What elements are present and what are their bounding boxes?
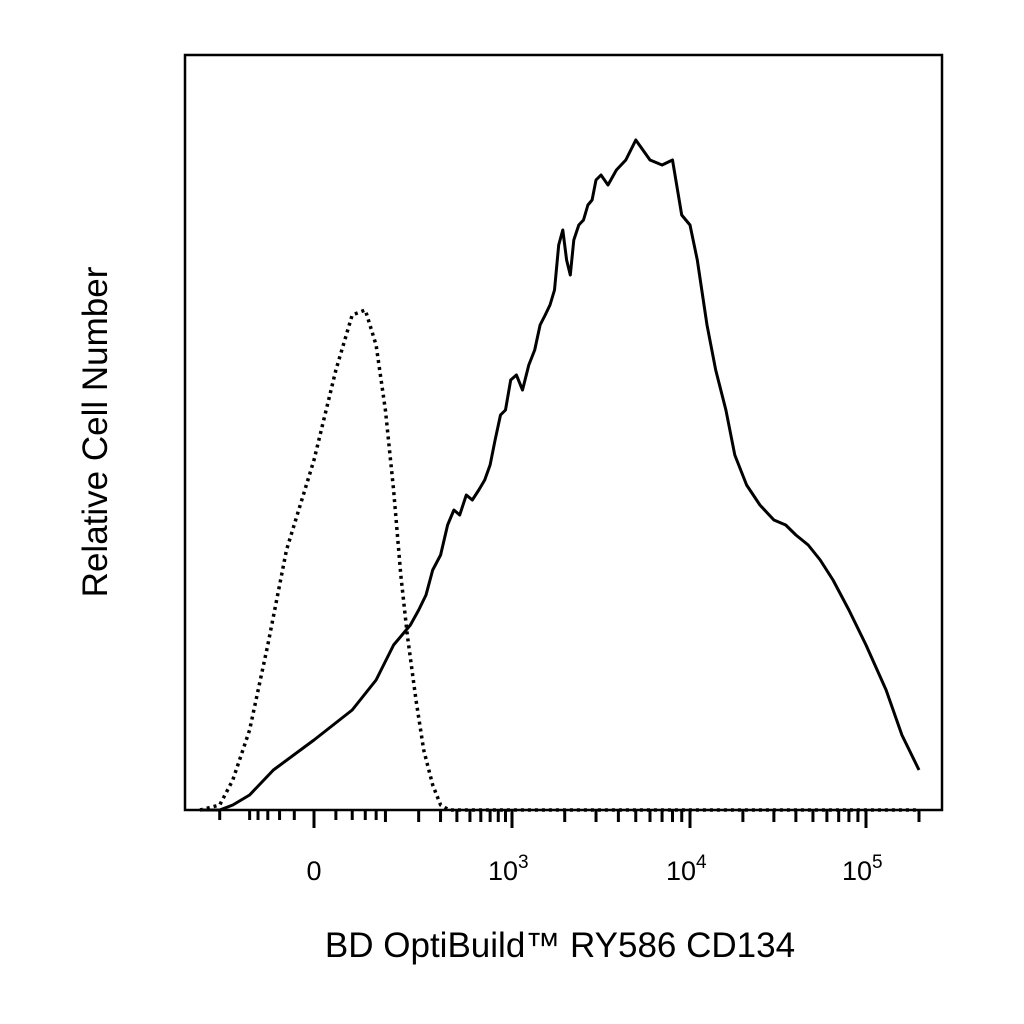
series-line-stained (200, 138, 921, 812)
x-axis-tick-labels: 0 103 104 105 (306, 852, 882, 886)
x-tick-label: 104 (666, 852, 707, 886)
x-tick-label: 0 (306, 856, 321, 886)
x-axis-ticks (218, 810, 921, 828)
plot-layer (199, 138, 921, 812)
x-axis-label: BD OptiBuild™ RY586 CD134 (325, 926, 795, 965)
y-axis-label: Relative Cell Number (76, 266, 115, 597)
x-tick-label: 103 (488, 852, 529, 886)
series-line-isotype-control (199, 308, 919, 812)
plot-frame (183, 53, 944, 812)
x-tick-label: 105 (842, 852, 883, 886)
